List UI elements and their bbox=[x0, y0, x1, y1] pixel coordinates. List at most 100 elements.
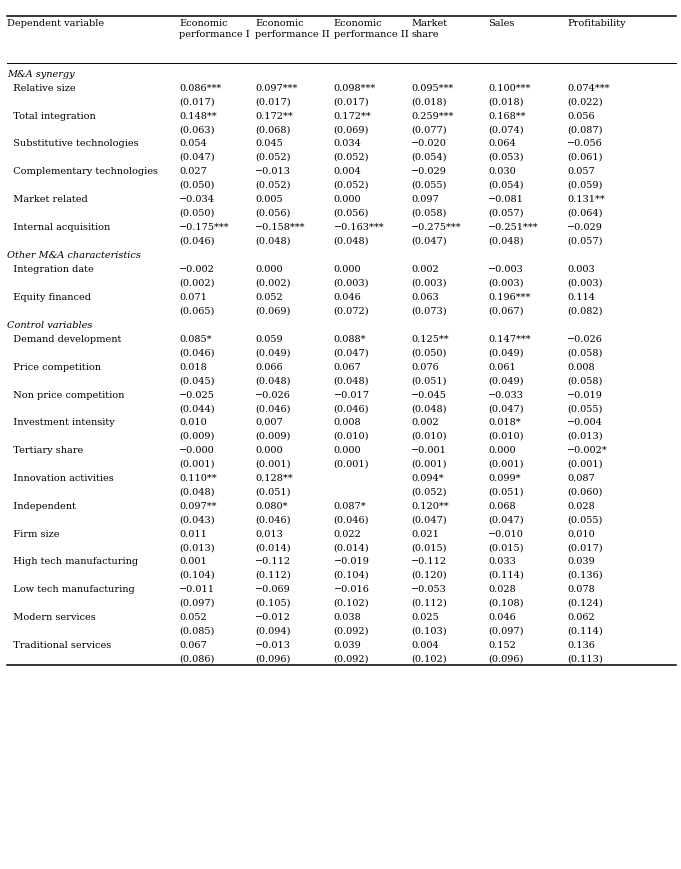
Text: 0.008: 0.008 bbox=[567, 362, 595, 372]
Text: (0.015): (0.015) bbox=[488, 543, 524, 552]
Text: Non price competition: Non price competition bbox=[7, 390, 124, 400]
Text: (0.072): (0.072) bbox=[334, 306, 369, 315]
Text: 0.001: 0.001 bbox=[179, 557, 207, 567]
Text: −0.003: −0.003 bbox=[488, 265, 524, 274]
Text: −0.026: −0.026 bbox=[567, 335, 603, 344]
Text: (0.049): (0.049) bbox=[488, 376, 524, 385]
Text: 0.259***: 0.259*** bbox=[411, 111, 454, 121]
Text: (0.048): (0.048) bbox=[488, 236, 524, 245]
Text: 0.003: 0.003 bbox=[567, 265, 595, 274]
Text: (0.082): (0.082) bbox=[567, 306, 603, 315]
Text: (0.014): (0.014) bbox=[255, 543, 291, 552]
Text: 0.028: 0.028 bbox=[567, 501, 595, 511]
Text: (0.048): (0.048) bbox=[411, 404, 447, 413]
Text: (0.047): (0.047) bbox=[488, 515, 524, 524]
Text: (0.052): (0.052) bbox=[334, 181, 369, 189]
Text: −0.034: −0.034 bbox=[179, 195, 215, 204]
Text: 0.021: 0.021 bbox=[411, 529, 439, 539]
Text: (0.064): (0.064) bbox=[567, 209, 603, 217]
Text: 0.097: 0.097 bbox=[411, 195, 439, 204]
Text: (0.045): (0.045) bbox=[179, 376, 215, 385]
Text: (0.096): (0.096) bbox=[488, 654, 524, 663]
Text: 0.038: 0.038 bbox=[334, 613, 362, 622]
Text: 0.095***: 0.095*** bbox=[411, 84, 454, 93]
Text: (0.092): (0.092) bbox=[334, 654, 369, 663]
Text: (0.010): (0.010) bbox=[334, 432, 369, 441]
Text: Profitability: Profitability bbox=[567, 19, 626, 28]
Text: (0.013): (0.013) bbox=[567, 432, 603, 441]
Text: 0.136: 0.136 bbox=[567, 640, 595, 650]
Text: −0.019: −0.019 bbox=[334, 557, 370, 567]
Text: −0.002: −0.002 bbox=[179, 265, 215, 274]
Text: 0.068: 0.068 bbox=[488, 501, 516, 511]
Text: (0.097): (0.097) bbox=[488, 627, 524, 635]
Text: 0.128**: 0.128** bbox=[255, 474, 293, 483]
Text: (0.046): (0.046) bbox=[334, 515, 369, 524]
Text: (0.017): (0.017) bbox=[334, 97, 369, 106]
Text: 0.196***: 0.196*** bbox=[488, 293, 530, 302]
Text: (0.003): (0.003) bbox=[488, 278, 524, 288]
Text: −0.013: −0.013 bbox=[255, 167, 291, 176]
Text: (0.009): (0.009) bbox=[255, 432, 291, 441]
Text: 0.087*: 0.087* bbox=[334, 501, 366, 511]
Text: (0.105): (0.105) bbox=[255, 599, 291, 607]
Text: Low tech manufacturing: Low tech manufacturing bbox=[7, 585, 135, 594]
Text: (0.048): (0.048) bbox=[255, 236, 291, 245]
Text: −0.163***: −0.163*** bbox=[334, 222, 384, 232]
Text: (0.113): (0.113) bbox=[567, 654, 603, 663]
Text: 0.000: 0.000 bbox=[255, 446, 283, 455]
Text: Substitutive technologies: Substitutive technologies bbox=[7, 139, 138, 149]
Text: 0.018: 0.018 bbox=[179, 362, 207, 372]
Text: (0.104): (0.104) bbox=[179, 571, 215, 580]
Text: (0.056): (0.056) bbox=[255, 209, 291, 217]
Text: (0.055): (0.055) bbox=[411, 181, 447, 189]
Text: 0.064: 0.064 bbox=[488, 139, 516, 149]
Text: (0.002): (0.002) bbox=[179, 278, 215, 288]
Text: Other M&A characteristics: Other M&A characteristics bbox=[7, 250, 141, 260]
Text: (0.010): (0.010) bbox=[488, 432, 524, 441]
Text: 0.018*: 0.018* bbox=[488, 418, 521, 428]
Text: 0.000: 0.000 bbox=[334, 446, 362, 455]
Text: 0.000: 0.000 bbox=[334, 265, 362, 274]
Text: (0.017): (0.017) bbox=[567, 543, 603, 552]
Text: (0.073): (0.073) bbox=[411, 306, 447, 315]
Text: (0.014): (0.014) bbox=[334, 543, 369, 552]
Text: (0.112): (0.112) bbox=[411, 599, 447, 607]
Text: −0.004: −0.004 bbox=[567, 418, 603, 428]
Text: Economic
performance II: Economic performance II bbox=[255, 19, 330, 38]
Text: (0.003): (0.003) bbox=[567, 278, 603, 288]
Text: Demand development: Demand development bbox=[7, 335, 121, 344]
Text: (0.046): (0.046) bbox=[255, 404, 291, 413]
Text: (0.108): (0.108) bbox=[488, 599, 524, 607]
Text: (0.058): (0.058) bbox=[411, 209, 447, 217]
Text: Complementary technologies: Complementary technologies bbox=[7, 167, 158, 176]
Text: 0.125**: 0.125** bbox=[411, 335, 449, 344]
Text: 0.057: 0.057 bbox=[567, 167, 595, 176]
Text: (0.018): (0.018) bbox=[488, 97, 524, 106]
Text: 0.034: 0.034 bbox=[334, 139, 362, 149]
Text: (0.057): (0.057) bbox=[488, 209, 524, 217]
Text: 0.052: 0.052 bbox=[255, 293, 283, 302]
Text: (0.052): (0.052) bbox=[255, 181, 291, 189]
Text: 0.002: 0.002 bbox=[411, 418, 439, 428]
Text: 0.094*: 0.094* bbox=[411, 474, 444, 483]
Text: (0.059): (0.059) bbox=[567, 181, 603, 189]
Text: (0.015): (0.015) bbox=[411, 543, 447, 552]
Text: 0.028: 0.028 bbox=[488, 585, 516, 594]
Text: High tech manufacturing: High tech manufacturing bbox=[7, 557, 138, 567]
Text: 0.039: 0.039 bbox=[334, 640, 362, 650]
Text: 0.059: 0.059 bbox=[255, 335, 283, 344]
Text: 0.046: 0.046 bbox=[488, 613, 516, 622]
Text: Dependent variable: Dependent variable bbox=[7, 19, 104, 28]
Text: 0.110**: 0.110** bbox=[179, 474, 217, 483]
Text: (0.054): (0.054) bbox=[411, 153, 447, 162]
Text: (0.057): (0.057) bbox=[567, 236, 603, 245]
Text: 0.114: 0.114 bbox=[567, 293, 595, 302]
Text: (0.102): (0.102) bbox=[411, 654, 447, 663]
Text: (0.047): (0.047) bbox=[411, 236, 447, 245]
Text: −0.112: −0.112 bbox=[255, 557, 291, 567]
Text: −0.017: −0.017 bbox=[334, 390, 370, 400]
Text: (0.048): (0.048) bbox=[179, 488, 215, 496]
Text: −0.000: −0.000 bbox=[179, 446, 215, 455]
Text: 0.152: 0.152 bbox=[488, 640, 516, 650]
